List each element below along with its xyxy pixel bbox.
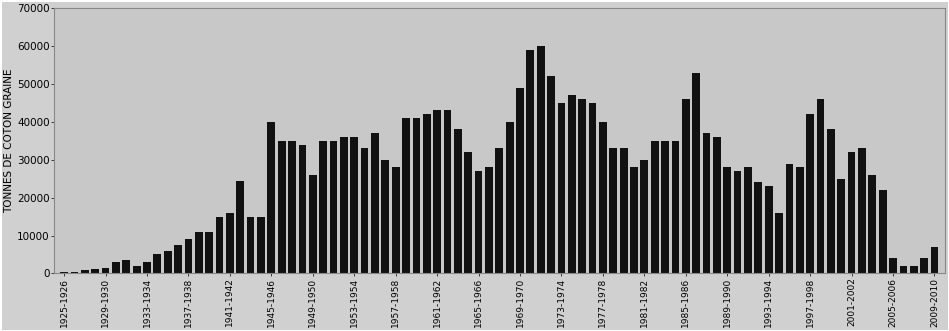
Bar — [81, 270, 88, 273]
Bar — [268, 122, 275, 273]
Bar — [143, 262, 151, 273]
Bar — [319, 141, 327, 273]
Bar — [361, 148, 368, 273]
Y-axis label: TONNES DE COTON GRAINE: TONNES DE COTON GRAINE — [4, 69, 14, 213]
Bar — [226, 213, 233, 273]
Bar — [175, 245, 182, 273]
Bar — [70, 271, 79, 273]
Bar — [443, 111, 452, 273]
Bar — [91, 269, 99, 273]
Bar — [464, 152, 472, 273]
Bar — [775, 213, 783, 273]
Bar — [112, 262, 120, 273]
Bar — [816, 99, 825, 273]
Bar — [723, 167, 731, 273]
Bar — [609, 148, 617, 273]
Bar — [765, 186, 772, 273]
Bar — [682, 99, 690, 273]
Bar — [734, 171, 741, 273]
Bar — [205, 232, 213, 273]
Bar — [516, 88, 524, 273]
Bar — [537, 46, 545, 273]
Bar — [868, 175, 876, 273]
Bar — [122, 260, 130, 273]
Bar — [247, 216, 254, 273]
Bar — [796, 167, 804, 273]
Bar — [102, 268, 109, 273]
Bar — [495, 148, 503, 273]
Bar — [195, 232, 203, 273]
Bar — [413, 118, 420, 273]
Bar — [807, 114, 814, 273]
Bar — [381, 160, 389, 273]
Bar — [858, 148, 865, 273]
Bar — [672, 141, 679, 273]
Bar — [402, 118, 410, 273]
Bar — [620, 148, 627, 273]
Bar — [340, 137, 347, 273]
Bar — [474, 171, 482, 273]
Bar — [215, 216, 223, 273]
Bar — [350, 137, 358, 273]
Bar — [692, 72, 700, 273]
Bar — [558, 103, 566, 273]
Bar — [900, 266, 907, 273]
Bar — [931, 247, 939, 273]
Bar — [506, 122, 513, 273]
Bar — [713, 137, 720, 273]
Bar — [308, 175, 317, 273]
Bar — [434, 111, 441, 273]
Bar — [236, 181, 244, 273]
Bar — [154, 255, 161, 273]
Bar — [827, 129, 835, 273]
Bar — [910, 266, 918, 273]
Bar — [754, 182, 762, 273]
Bar — [702, 133, 711, 273]
Bar — [744, 167, 752, 273]
Bar — [329, 141, 338, 273]
Bar — [278, 141, 286, 273]
Bar — [184, 239, 193, 273]
Bar — [837, 179, 846, 273]
Bar — [661, 141, 669, 273]
Bar — [423, 114, 431, 273]
Bar — [568, 95, 576, 273]
Bar — [133, 266, 140, 273]
Bar — [588, 103, 596, 273]
Bar — [578, 99, 586, 273]
Bar — [847, 152, 855, 273]
Bar — [548, 76, 555, 273]
Bar — [288, 141, 296, 273]
Bar — [454, 129, 462, 273]
Bar — [527, 50, 534, 273]
Bar — [921, 258, 928, 273]
Bar — [257, 216, 265, 273]
Bar — [485, 167, 493, 273]
Bar — [641, 160, 648, 273]
Bar — [651, 141, 659, 273]
Bar — [299, 145, 307, 273]
Bar — [879, 190, 886, 273]
Bar — [392, 167, 400, 273]
Bar — [599, 122, 606, 273]
Bar — [371, 133, 379, 273]
Bar — [164, 251, 172, 273]
Bar — [60, 271, 68, 273]
Bar — [786, 164, 793, 273]
Bar — [889, 258, 897, 273]
Bar — [630, 167, 638, 273]
